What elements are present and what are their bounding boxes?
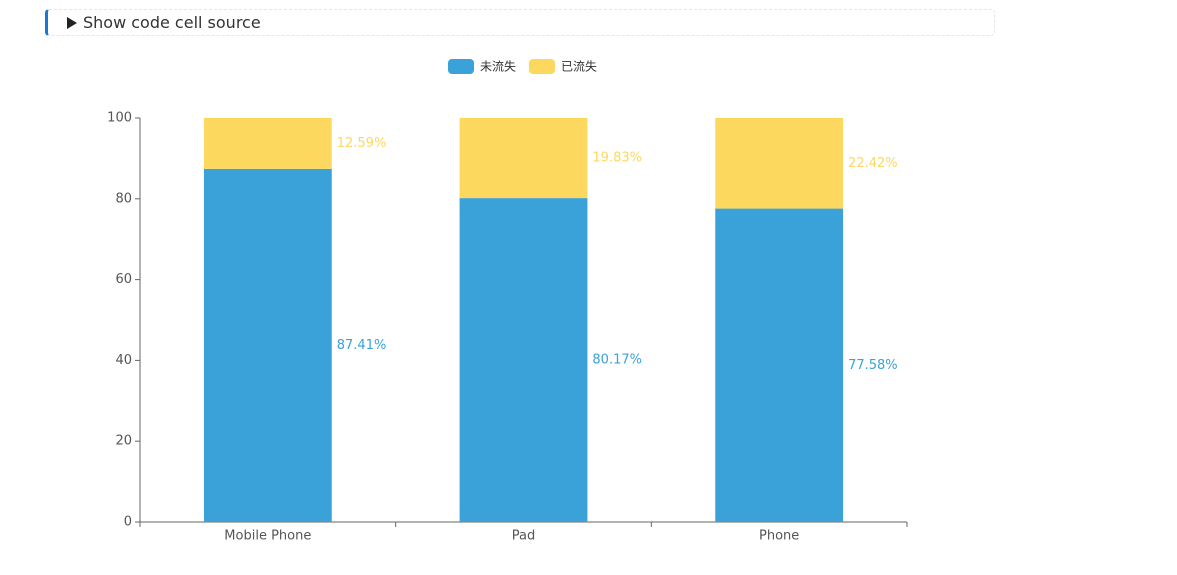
y-tick-label: 40 (115, 353, 132, 368)
value-label: 12.59% (337, 136, 387, 151)
bar-segment (459, 118, 588, 199)
code-toggle[interactable]: Show code cell source (45, 9, 995, 36)
value-label: 87.41% (337, 338, 387, 353)
x-tick-label: Phone (759, 529, 799, 544)
x-tick-label: Pad (512, 529, 535, 544)
legend-swatch (529, 59, 555, 74)
y-tick-label: 80 (115, 191, 132, 206)
toggle-icon (67, 17, 77, 29)
y-tick-label: 60 (115, 272, 132, 287)
bar-segment (459, 198, 588, 522)
y-tick-label: 100 (107, 111, 132, 126)
value-label: 80.17% (592, 353, 642, 368)
y-tick-label: 0 (124, 515, 132, 530)
bar-segment (203, 168, 332, 523)
toggle-text: Show code cell source (83, 13, 261, 32)
value-label: 77.58% (848, 358, 898, 373)
chart: 未流失 已流失 0 20 40 60 80 100 Mobile Phone 87.41% 12.5… (107, 59, 908, 544)
value-label: 22.42% (848, 156, 898, 171)
bar-segment (715, 208, 844, 523)
y-tick-label: 20 (115, 434, 132, 449)
x-tick-label: Mobile Phone (224, 529, 311, 544)
legend-swatch (448, 59, 474, 74)
legend-label: 未流失 (480, 59, 516, 74)
bar-segment (203, 118, 332, 169)
legend-label: 已流失 (561, 59, 597, 74)
value-label: 19.83% (592, 151, 642, 166)
bar-segment (715, 118, 844, 209)
